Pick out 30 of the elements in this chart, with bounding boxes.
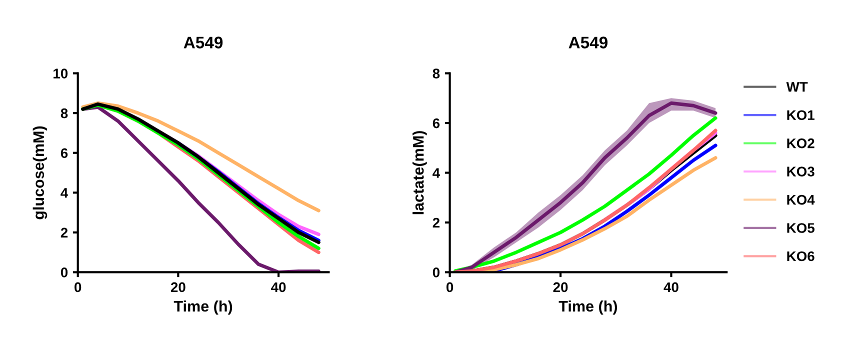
legend-label: WT	[786, 82, 808, 92]
x-axis-title: Time (h)	[174, 300, 232, 315]
legend-label: KO2	[787, 138, 814, 148]
y-axis-title: lactate(mM)	[412, 131, 427, 214]
y-axis-title: glucose(mM)	[32, 126, 48, 220]
legend-label: KO4	[787, 194, 815, 205]
x-tick-label: 0	[446, 282, 454, 292]
legend-label: KO6	[787, 251, 814, 262]
legend-label: KO5	[787, 223, 814, 233]
x-tick-label: 20	[170, 282, 186, 292]
y-tick-label: 8	[432, 68, 440, 78]
y-tick-label: 4	[60, 188, 68, 198]
x-tick-label: 0	[74, 282, 82, 292]
y-tick-label: 8	[60, 108, 68, 118]
y-tick-label: 0	[60, 268, 68, 278]
y-tick-label: 2	[60, 228, 68, 238]
chart-title: A549	[184, 36, 223, 48]
y-tick-label: 6	[60, 148, 68, 158]
x-tick-label: 40	[271, 282, 286, 292]
y-tick-label: 4	[432, 168, 440, 178]
chart-title: A549	[568, 36, 608, 48]
x-tick-label: 40	[664, 282, 678, 292]
legend-label: KO3	[787, 166, 814, 177]
x-tick-label: 20	[553, 282, 568, 292]
y-tick-label: 6	[432, 118, 440, 128]
y-tick-label: 10	[54, 68, 68, 78]
x-axis-title: Time (h)	[558, 300, 618, 315]
y-tick-label: 2	[432, 218, 440, 228]
y-tick-label: 0	[432, 268, 440, 278]
legend-label: KO1	[787, 110, 814, 120]
